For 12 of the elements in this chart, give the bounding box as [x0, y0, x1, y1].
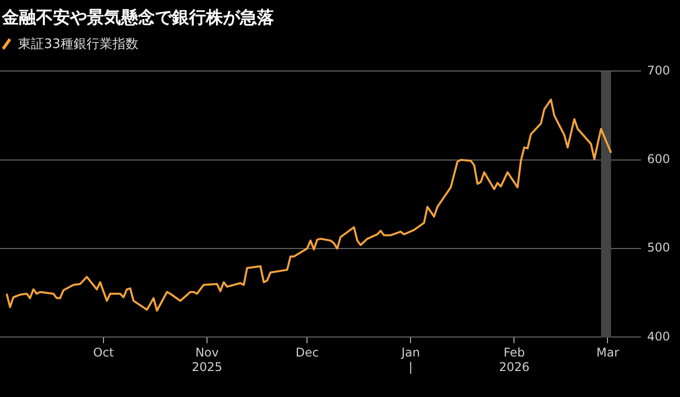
x-tick-label: Oct — [93, 346, 114, 360]
x-tick-label: Mar — [596, 346, 620, 360]
y-tick-label: 500 — [647, 240, 670, 255]
y-tick-label: 600 — [647, 152, 670, 166]
x-tick-label: Nov 2025 — [192, 346, 222, 374]
y-tick-label: 400 — [647, 329, 670, 344]
legend-label: 東証33種銀行業指数 — [18, 36, 139, 53]
y-tick-label: 700 — [647, 63, 670, 78]
x-tick-label: Feb 2026 — [498, 346, 530, 374]
x-tick-label: Jan | — [400, 346, 420, 374]
chart-title: 金融不安や景気懸念で銀行株が急落 — [1, 7, 275, 30]
x-tick-label: Dec — [296, 346, 319, 360]
